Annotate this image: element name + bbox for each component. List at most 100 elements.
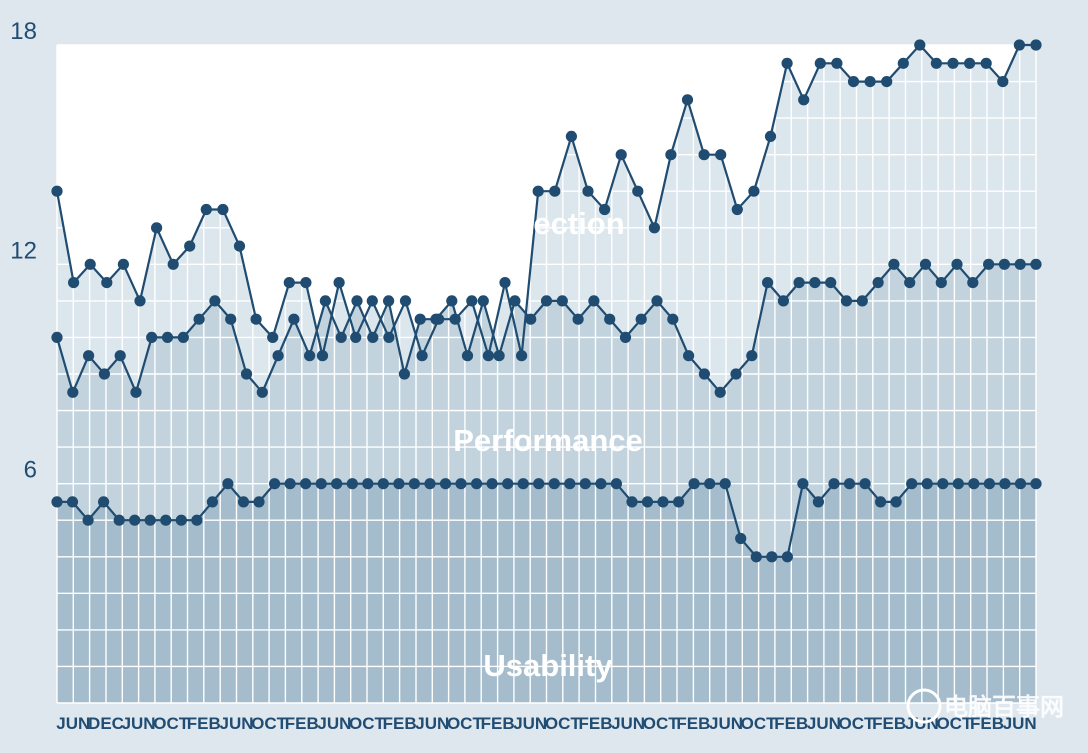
x-tick-label: JUN [807, 714, 841, 733]
usability-point [641, 496, 654, 508]
performance-point [335, 331, 347, 343]
usability-point [781, 551, 794, 563]
watermark-logo: 电脑百事网 [906, 688, 1064, 724]
usability-point [859, 478, 871, 490]
performance-point [983, 258, 995, 270]
performance-point [398, 368, 410, 380]
performance-point [588, 295, 600, 307]
usability-point [393, 478, 405, 490]
x-tick-label: OCT [153, 714, 190, 733]
protection-point [466, 295, 478, 307]
x-tick-label: OCT [545, 714, 582, 733]
performance-point [256, 386, 268, 398]
protection-point [864, 76, 876, 88]
protection-point [798, 94, 810, 106]
usability-point [222, 478, 234, 490]
protection-point [1030, 39, 1042, 51]
performance-point [272, 350, 284, 362]
series-points [51, 39, 1042, 563]
usability-point [812, 496, 825, 508]
performance-point [967, 277, 979, 289]
x-tick-label: FEB [774, 714, 808, 733]
protection-point [731, 203, 743, 216]
performance-point [67, 386, 79, 398]
protection-point [51, 185, 63, 197]
performance-point [935, 277, 947, 289]
protection-point [997, 76, 1009, 88]
protection-point [698, 149, 710, 161]
protection-point [648, 222, 661, 234]
protection-point [350, 331, 362, 343]
performance-point [193, 313, 205, 325]
y-tick-label: 18 [10, 18, 37, 45]
protection-point [482, 350, 494, 362]
x-tick-label: JUN [56, 714, 90, 733]
usability-point [797, 478, 809, 490]
performance-point [604, 313, 616, 325]
x-tick-label: JUN [611, 714, 645, 733]
x-tick-label: FEB [970, 714, 1004, 733]
usability-point [952, 478, 964, 490]
performance-point [304, 350, 316, 362]
performance-point [51, 331, 63, 343]
performance-point [635, 313, 647, 325]
protection-point [366, 295, 378, 307]
performance-point [1030, 258, 1042, 270]
protection-point [930, 57, 943, 69]
performance-point [367, 331, 379, 343]
usability-point [253, 496, 265, 508]
y-tick-label: 6 [24, 457, 37, 484]
x-tick-label: FEB [285, 714, 319, 733]
performance-point [288, 313, 300, 325]
protection-point [881, 76, 893, 88]
x-tick-label: FEB [383, 714, 417, 733]
protection-point [300, 277, 312, 289]
usability-point [129, 514, 141, 526]
protection-point [68, 277, 80, 289]
performance-point [888, 258, 900, 270]
usability-point [191, 514, 203, 526]
usability-point [968, 478, 980, 490]
protection-point [433, 313, 445, 325]
performance-point [746, 350, 758, 362]
usability-point [921, 478, 933, 490]
usability-point [51, 496, 63, 508]
usability-label: Usability [483, 648, 613, 683]
performance-point [540, 295, 553, 307]
usability-point [98, 496, 110, 508]
performance-point [446, 295, 458, 307]
performance-point [414, 313, 426, 325]
performance-point [83, 350, 95, 362]
usability-point [533, 478, 545, 490]
usability-point [175, 514, 187, 526]
usability-point [113, 514, 125, 526]
x-axis: JUNDECJUNOCTFEBJUNOCTFEBJUNOCTFEBJUNOCTF… [56, 714, 1036, 733]
usability-point [626, 496, 638, 508]
usability-point [1030, 478, 1042, 490]
x-tick-label: JUN [317, 714, 351, 733]
performance-point [130, 386, 142, 398]
performance-point [951, 258, 963, 270]
watermark-text: 电脑百事网 [944, 693, 1064, 721]
protection-point [814, 57, 826, 69]
usability-point [408, 478, 420, 490]
performance-point [146, 331, 158, 343]
performance-point [509, 295, 521, 307]
usability-point [455, 478, 467, 490]
protection-point [516, 350, 528, 362]
protection-point [914, 39, 926, 51]
performance-point [209, 295, 221, 307]
protection-point [582, 185, 594, 197]
performance-point [698, 368, 711, 380]
performance-point [525, 313, 537, 325]
usability-point [657, 496, 669, 508]
x-tick-label: DEC [88, 714, 124, 733]
usability-point [206, 496, 218, 508]
usability-point [331, 478, 343, 490]
x-tick-label: JUN [122, 714, 156, 733]
x-tick-label: OCT [643, 714, 680, 733]
performance-point [919, 258, 932, 270]
usability-point [300, 478, 312, 490]
usability-point [486, 478, 498, 490]
